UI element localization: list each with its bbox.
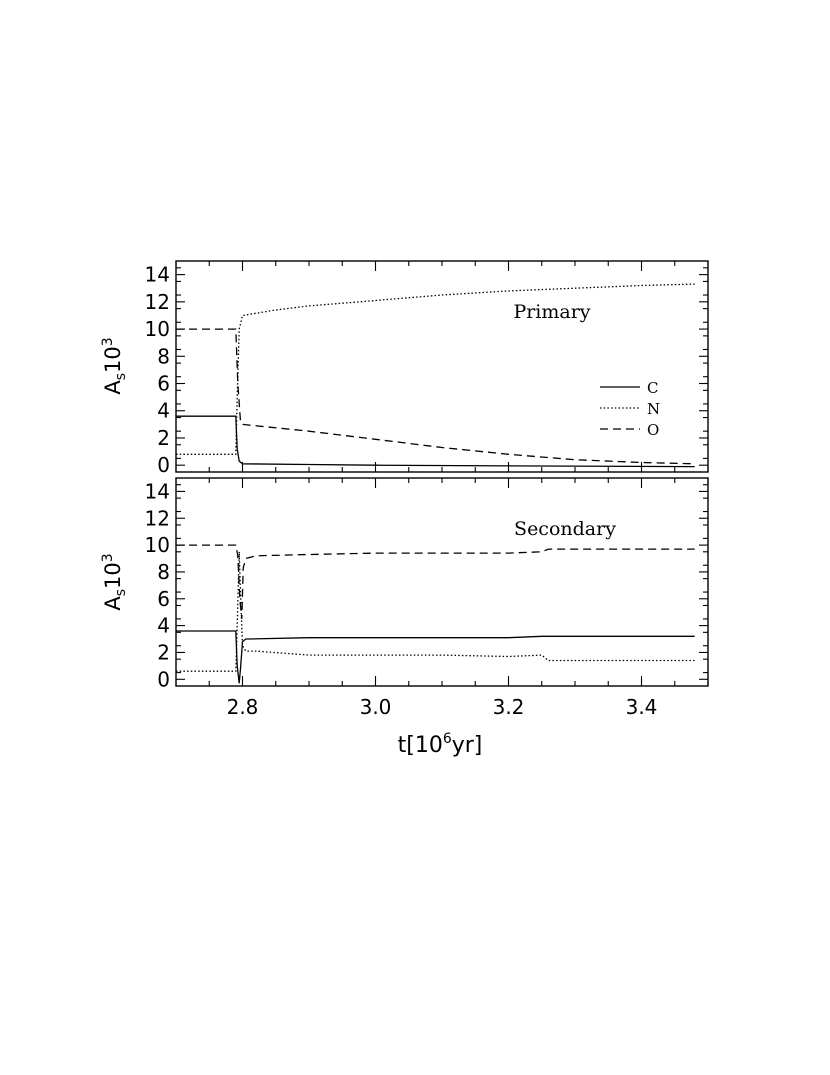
legend-label-o: O [647, 421, 659, 439]
bottom-y-label-sup: 3 [100, 553, 116, 562]
legend: CNO [600, 379, 660, 439]
y-tick-label: 14 [145, 263, 170, 287]
bottom-y-axis-label: As103 [100, 553, 129, 610]
x-label-main: t[10 [398, 733, 443, 758]
bottom-plot-frame [175, 477, 709, 687]
series-o-line [176, 544, 695, 619]
y-tick-label: 6 [157, 372, 170, 396]
series-n-line [176, 551, 695, 672]
x-tick-label: 3.0 [360, 695, 392, 719]
y-tick-label: 12 [145, 506, 170, 530]
bottom-y-label-sub: s [113, 589, 129, 596]
y-tick-label: 8 [157, 560, 170, 584]
x-tick-label: 3.2 [493, 695, 525, 719]
legend-label-n: N [647, 400, 660, 418]
x-tick-label: 2.8 [227, 695, 259, 719]
top-y-axis: 0 2 4 6 8 10 12 14 [145, 263, 708, 477]
top-plot-frame [175, 260, 709, 473]
bottom-y-label-main: A [101, 596, 125, 611]
top-y-label-main: A [101, 380, 125, 395]
series-o-line [176, 328, 695, 465]
top-y-label-tail: 10 [101, 346, 125, 373]
top-series-group [176, 283, 695, 468]
top-y-axis-label: As103 [100, 337, 129, 394]
top-y-label-sub: s [113, 373, 129, 380]
bottom-y-axis: 0 24 6 8 10 12 14 [145, 479, 708, 691]
series-c-line [176, 630, 695, 684]
bottom-y-label-tail: 10 [101, 562, 125, 589]
y-tick-label: 0 [157, 667, 170, 691]
y-tick-label: 8 [157, 344, 170, 368]
y-tick-label: 4 [157, 399, 170, 423]
x-tick-label: 3.4 [626, 695, 658, 719]
top-y-label-sup: 3 [100, 337, 116, 346]
y-tick-label: 12 [145, 290, 170, 314]
y-tick-label: 10 [145, 317, 170, 341]
y-tick-label: 4 [157, 614, 170, 638]
top-x-axis-ticks [175, 261, 709, 472]
bottom-panel-annotation: Secondary [514, 518, 616, 540]
y-tick-label: 2 [157, 640, 170, 664]
x-label-sup: 6 [443, 731, 452, 747]
x-axis-label: t[106yr] [398, 731, 483, 758]
y-tick-label: 0 [157, 453, 170, 477]
y-tick-label: 2 [157, 426, 170, 450]
top-panel-annotation: Primary [513, 301, 590, 323]
series-c-line [176, 415, 695, 468]
bottom-series-group [176, 544, 695, 684]
y-tick-label: 10 [145, 533, 170, 557]
legend-label-c: C [647, 379, 658, 397]
bottom-x-axis: 2.8 3.0 3.2 3.4 [175, 478, 709, 719]
series-n-line [176, 283, 695, 455]
y-tick-label: 14 [145, 479, 170, 503]
x-label-tail: yr] [452, 733, 483, 758]
y-tick-label: 6 [157, 587, 170, 611]
